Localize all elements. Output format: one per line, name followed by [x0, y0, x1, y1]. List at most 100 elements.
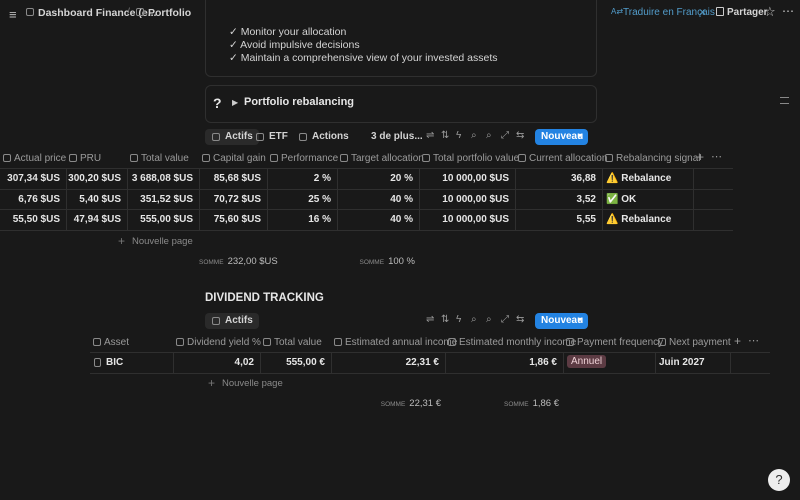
toolbar-icon[interactable]: ⌕ — [471, 130, 477, 141]
cell: ✅ OK — [606, 193, 637, 205]
more-button[interactable]: ⋯ — [782, 4, 794, 18]
toggle-title[interactable]: Portfolio rebalancing — [244, 96, 355, 108]
column-header[interactable]: Total portfolio value — [433, 153, 520, 164]
cell[interactable]: BIC — [106, 357, 124, 368]
toolbar-icon[interactable]: ϟ — [456, 314, 462, 325]
lock-icon — [716, 7, 724, 16]
column-header[interactable]: Estimated monthly income — [459, 337, 577, 348]
column-header[interactable]: Estimated annual income — [345, 337, 458, 348]
toolbar-icon[interactable]: ⇆ — [516, 130, 525, 141]
column-header[interactable]: Rebalancing signal — [616, 153, 701, 164]
cell: 47,94 $US — [73, 214, 121, 225]
close-translate[interactable]: × — [699, 5, 707, 19]
add-icon[interactable]: + — [118, 234, 126, 248]
column-header[interactable]: PRU — [80, 153, 102, 164]
column-header[interactable]: Payment frequency — [577, 337, 664, 348]
cell: 10 000,00 $US — [442, 193, 509, 205]
column-border — [515, 168, 516, 230]
section-title: DIVIDEND TRACKING — [205, 292, 324, 304]
column-icon — [3, 154, 11, 162]
new-button[interactable]: Nouveau — [535, 129, 588, 145]
column-icon — [263, 338, 271, 346]
toolbar-icon[interactable]: ⌕ — [486, 314, 492, 325]
column-header[interactable]: Actual price — [14, 153, 67, 164]
cell: 555,00 $US — [140, 214, 193, 225]
toolbar-icon[interactable]: ⇌ — [426, 314, 435, 325]
cell: 55,50 $US — [12, 214, 60, 225]
share-button[interactable]: Partager — [727, 7, 768, 18]
column-icon — [658, 338, 666, 346]
column-border — [66, 168, 67, 230]
column-header[interactable]: Next payment — [669, 337, 731, 348]
toolbar-icon[interactable]: ⤢ — [501, 314, 509, 325]
new-button[interactable]: Nouveau — [535, 313, 588, 329]
view-tab[interactable]: ETF — [269, 131, 288, 142]
column-sum: SOMME 22,31 € — [331, 398, 441, 409]
breadcrumb[interactable]: Portfolio — [148, 7, 192, 19]
column-header[interactable]: Asset — [104, 337, 130, 348]
breadcrumb[interactable]: Dashboard Finance (e... — [38, 7, 157, 19]
toolbar-icon[interactable]: ⌕ — [471, 314, 477, 325]
cell: ⚠️ Rebalance — [606, 173, 672, 184]
cell: 20 % — [390, 173, 413, 184]
add-icon[interactable]: + — [208, 376, 216, 390]
toolbar-icon[interactable]: ϟ — [456, 130, 462, 141]
translate-icon: A⇄ — [611, 7, 624, 16]
column-menu[interactable]: ⋯ — [748, 335, 759, 347]
toolbar-icon[interactable]: ⇅ — [441, 130, 450, 141]
toggle-arrow[interactable]: ▶ — [232, 98, 239, 107]
view-icon — [212, 317, 220, 325]
add-column[interactable]: + — [697, 150, 705, 164]
view-icon — [256, 133, 264, 141]
add-row[interactable]: Nouvelle page — [132, 236, 193, 247]
new-dropdown[interactable]: ▾ — [578, 131, 583, 140]
new-dropdown[interactable]: ▾ — [578, 315, 583, 324]
column-icon — [130, 154, 138, 162]
column-header[interactable]: Dividend yield % — [187, 337, 261, 348]
column-border — [445, 352, 446, 373]
callout — [205, 85, 597, 123]
cell: 25 % — [308, 193, 331, 205]
column-header[interactable]: Current allocation — [529, 153, 608, 164]
menu-icon[interactable]: ≡ — [9, 7, 17, 22]
column-border — [267, 168, 268, 230]
cell: 300,20 $US — [68, 173, 121, 184]
column-header[interactable]: Total value — [141, 153, 189, 164]
page-icon — [94, 358, 101, 367]
toolbar-icon[interactable]: ⇅ — [441, 314, 450, 325]
help-button[interactable]: ? — [768, 469, 790, 491]
favorite-button[interactable]: ☆ — [764, 4, 776, 19]
add-column[interactable]: + — [734, 334, 742, 348]
row-border — [0, 229, 733, 231]
view-tab[interactable]: Actions — [312, 131, 349, 142]
column-menu[interactable]: ⋯ — [711, 151, 722, 163]
add-row[interactable]: Nouvelle page — [222, 378, 283, 389]
column-border — [173, 352, 174, 373]
cell: 5,55 — [576, 214, 596, 225]
column-icon — [605, 154, 613, 162]
column-border — [419, 168, 420, 230]
column-header[interactable]: Target allocation — [351, 153, 424, 164]
sum-label: SOMME — [359, 259, 385, 266]
column-border — [602, 168, 603, 230]
cell: 85,68 $US — [213, 173, 261, 184]
cell: 2 % — [313, 173, 331, 184]
column-header[interactable]: Total value — [274, 337, 322, 348]
toolbar-icon[interactable]: ⌕ — [486, 130, 492, 141]
cell: 3 688,08 $US — [131, 173, 193, 184]
checklist-item: ✓ Monitor your allocation — [229, 26, 347, 38]
sum-label: SOMME — [504, 401, 529, 408]
toolbar-icon[interactable]: ⤢ — [501, 130, 509, 141]
callout — [205, 0, 597, 77]
column-icon — [448, 338, 456, 346]
column-header[interactable]: Performance — [281, 153, 339, 164]
column-header[interactable]: Capital gain — [213, 153, 266, 164]
toolbar-icon[interactable]: ⇌ — [426, 130, 435, 141]
cell: 5,40 $US — [79, 193, 121, 205]
toolbar-icon[interactable]: ⇆ — [516, 314, 525, 325]
cell: 36,88 — [570, 173, 596, 184]
translate-link[interactable]: Traduire en Français — [623, 7, 715, 18]
view-tab[interactable]: 3 de plus... — [371, 131, 423, 142]
column-border — [563, 352, 564, 373]
cell: 4,02 — [234, 357, 254, 368]
